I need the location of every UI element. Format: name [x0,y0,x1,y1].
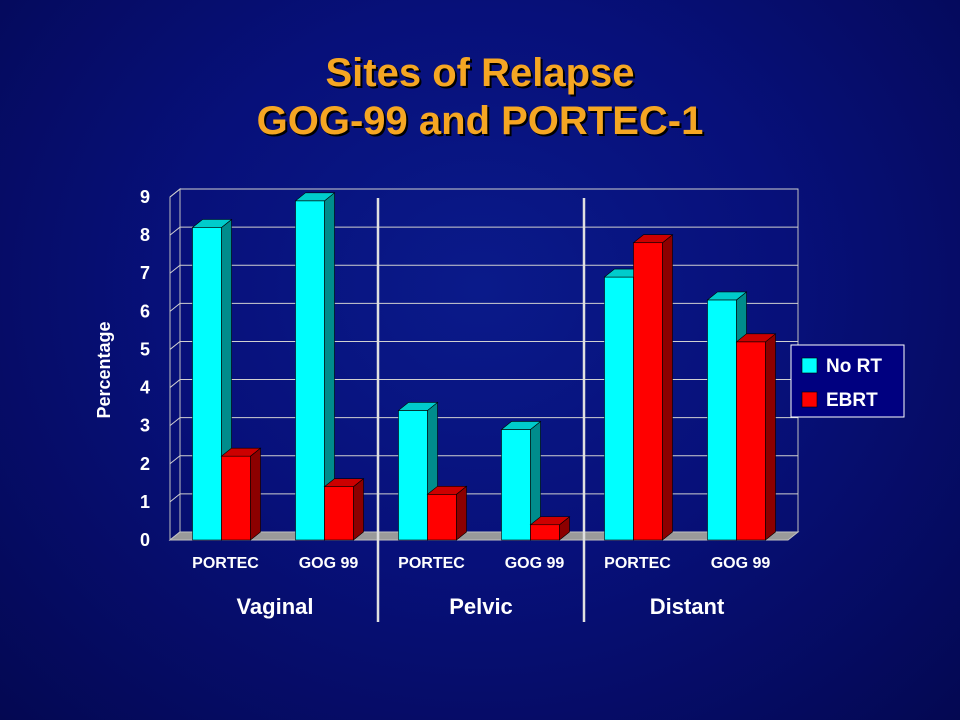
legend-swatch-ebrt [801,391,818,408]
y-gridline [169,302,798,312]
bar-top [632,234,674,244]
bar-no-rt [295,200,325,541]
bar-ebrt [633,242,663,541]
bar-top [706,291,748,301]
bar-no-rt [192,227,222,541]
y-axis-label: Percentage [94,321,114,418]
group-label: Pelvic [449,594,513,619]
legend-swatch-no-rt [801,357,818,374]
y-gridline [169,379,798,388]
bar-no-rt [398,410,428,541]
y-gridline [169,264,798,274]
bar-side [662,234,673,541]
bar-top [500,421,542,430]
y-tick-label: 4 [140,378,150,398]
y-tick-label: 8 [140,225,150,245]
y-tick-label: 2 [140,454,150,474]
bar-ebrt [324,486,354,541]
legend-label: No RT [826,356,882,377]
bar-top [191,219,233,228]
bar-no-rt [707,299,737,541]
bar-ebrt [221,455,251,541]
x-category-label: PORTEC [398,555,465,572]
slide-title-line-1: Sites of Relapse [325,51,635,95]
bar-side [250,447,261,541]
bar-top [397,402,439,411]
y-tick-label: 1 [140,492,150,512]
y-tick-label: 7 [140,263,150,283]
y-gridline [169,493,798,503]
plot-left-wall [169,187,181,542]
bar-top [735,333,777,343]
bar-side [456,485,467,541]
plot-floor [168,531,800,541]
y-gridline [169,455,798,465]
x-category-label: GOG 99 [299,555,359,572]
y-gridline [169,417,798,427]
group-label: Distant [650,594,725,619]
bar-ebrt [427,493,457,541]
y-tick-label: 0 [140,530,150,550]
legend-label: EBRT [826,390,878,411]
y-tick-label: 9 [140,187,150,207]
bar-no-rt [604,276,634,541]
group-label: Vaginal [236,594,313,619]
y-gridline [169,226,798,236]
bar-side [765,333,776,541]
bar-no-rt [501,429,531,541]
bar-top [220,447,262,457]
x-category-label: GOG 99 [711,555,771,572]
slide-title-line-2: GOG-99 and PORTEC-1 [256,99,704,143]
y-gridline [169,340,798,350]
x-category-label: PORTEC [604,555,671,572]
bar-ebrt [736,341,766,541]
x-category-label: PORTEC [192,555,259,572]
y-tick-label: 5 [140,339,150,359]
bar-side [353,478,364,541]
y-gridline [169,188,798,198]
y-tick-label: 3 [140,416,150,436]
bar-top [323,478,365,487]
x-category-label: GOG 99 [505,555,565,572]
y-tick-label: 6 [140,301,150,321]
bar-top [529,516,571,526]
bar-ebrt [530,524,560,541]
bar-top [294,192,336,202]
bar-top [426,485,468,495]
plot-back-wall [179,188,799,533]
